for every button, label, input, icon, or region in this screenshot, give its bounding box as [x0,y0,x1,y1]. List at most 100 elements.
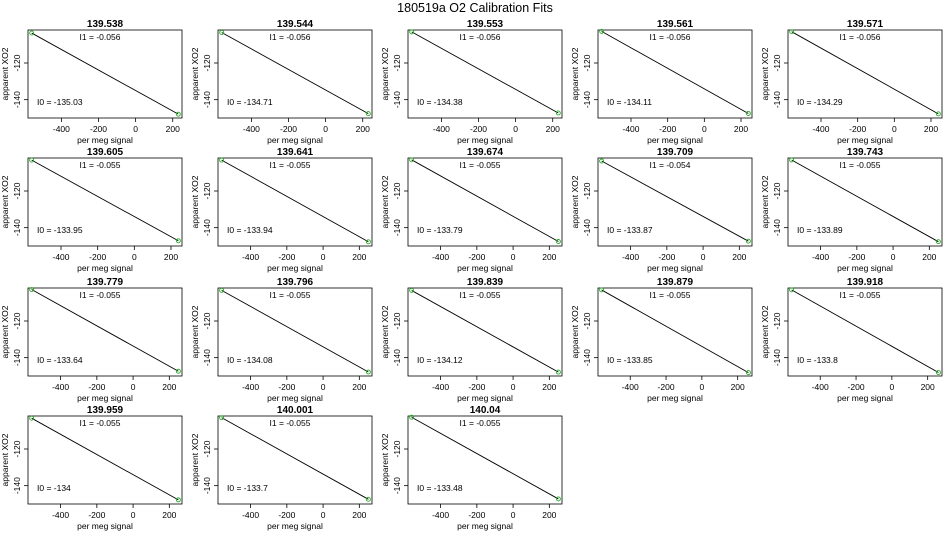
panel-title: 139.709 [657,147,694,158]
y-tick-label: -140 [202,349,212,366]
x-tick-label: 200 [731,382,745,392]
x-tick-label: -200 [278,510,295,520]
data-point [935,370,941,375]
x-tick-label: 0 [699,382,704,392]
data-point [555,239,561,244]
y-axis-label: apparent XO2 [760,175,770,228]
fit-line [791,159,939,243]
data-point [555,110,561,116]
plot-frame [407,29,563,119]
y-tick-label: -120 [392,312,402,329]
fit-panel: 139.605 I1 = -0.055 I0 = -133.95 -400 -200 0 2… [0,147,183,273]
x-tick-label: -200 [468,510,485,520]
y-axis-label: apparent XO2 [760,47,770,100]
y-tick-label: -140 [12,349,22,366]
y-tick-label: -120 [202,312,212,329]
x-axis-label: per meg signal [267,521,323,531]
x-tick-label: -200 [659,124,676,134]
x-tick-label: -200 [658,382,675,392]
y-axis-label: apparent XO2 [380,175,390,228]
x-tick-label: -200 [88,382,105,392]
slope-annotation: I1 = -0.055 [840,160,881,170]
panel-title: 139.641 [277,147,314,158]
x-axis-label: per meg signal [837,135,893,145]
slope-annotation: I1 = -0.055 [840,290,881,300]
data-point [219,287,225,293]
y-tick-label: -140 [12,477,22,494]
intercept-annotation: I0 = -134.12 [417,355,463,365]
x-tick-label: 200 [734,124,748,134]
x-tick-label: -200 [89,252,106,262]
plot-frame [407,157,563,247]
y-tick-label: -140 [582,219,592,236]
y-axis-label: apparent XO2 [380,305,390,358]
slope-annotation: I1 = -0.055 [80,418,121,428]
y-tick-label: -140 [582,91,592,108]
y-tick-label: -140 [772,91,782,108]
y-axis-label: apparent XO2 [190,47,200,100]
plot-frame [787,157,943,247]
panel-title: 139.796 [277,277,314,288]
y-axis-label: apparent XO2 [0,433,10,486]
data-point [219,415,225,421]
y-tick-label: -120 [12,54,22,71]
intercept-annotation: I0 = -134.29 [797,97,843,107]
slope-annotation: I1 = -0.055 [460,160,501,170]
data-point [745,238,751,244]
intercept-annotation: I0 = -133.87 [607,225,653,235]
x-tick-label: -400 [622,124,639,134]
x-tick-label: 0 [321,510,326,520]
intercept-annotation: I0 = -134.08 [227,355,273,365]
data-point [365,496,371,502]
fit-panel: 139.918 I1 = -0.055 I0 = -133.8 -400 -200 0 20… [760,277,943,403]
fit-panel: 139.959 I1 = -0.055 I0 = -134 -400 -200 0 200 p… [0,405,183,531]
x-axis-label: per meg signal [77,393,133,403]
data-point [175,497,181,503]
fit-line [411,290,559,373]
x-tick-label: 0 [892,124,897,134]
intercept-annotation: I0 = -134.11 [607,97,652,107]
fit-line [791,31,939,115]
fit-line [601,30,749,114]
y-tick-label: -140 [12,91,22,108]
intercept-annotation: I0 = -133.85 [607,355,653,365]
x-tick-label: 0 [513,124,518,134]
data-point [409,157,415,163]
x-tick-label: -200 [470,124,487,134]
y-tick-label: -120 [392,182,402,199]
x-tick-label: -200 [468,382,485,392]
x-tick-label: 200 [352,382,366,392]
y-tick-label: -120 [202,440,212,457]
y-axis-label: apparent XO2 [570,47,580,100]
y-tick-label: -140 [392,477,402,494]
plot-frame [407,415,563,505]
data-point [175,368,181,374]
y-tick-label: -120 [12,182,22,199]
y-tick-label: -120 [202,182,212,199]
slope-annotation: I1 = -0.056 [80,32,121,42]
x-axis-label: per meg signal [457,393,513,403]
slope-annotation: I1 = -0.055 [650,290,691,300]
data-point [935,111,941,117]
panel-title: 139.538 [87,19,124,30]
y-axis-label: apparent XO2 [190,175,200,228]
plot-frame [597,157,753,247]
intercept-annotation: I0 = -133.95 [37,225,83,235]
fit-panel: 139.709 I1 = -0.054 I0 = -133.87 -400 -200 0 2… [570,147,753,273]
y-tick-label: -140 [392,219,402,236]
y-tick-label: -120 [582,182,592,199]
y-tick-label: -120 [392,54,402,71]
data-point [175,111,181,117]
intercept-annotation: I0 = -133.79 [417,225,463,235]
data-point [789,157,795,163]
y-tick-label: -120 [582,54,592,71]
slope-annotation: I1 = -0.055 [460,290,501,300]
plot-frame [217,29,373,119]
x-tick-label: -400 [622,382,639,392]
x-tick-label: -400 [243,124,260,134]
y-tick-label: -120 [772,312,782,329]
plot-frame [787,287,943,377]
y-tick-label: -120 [772,182,782,199]
x-tick-label: 0 [511,252,516,262]
data-point [29,415,35,421]
